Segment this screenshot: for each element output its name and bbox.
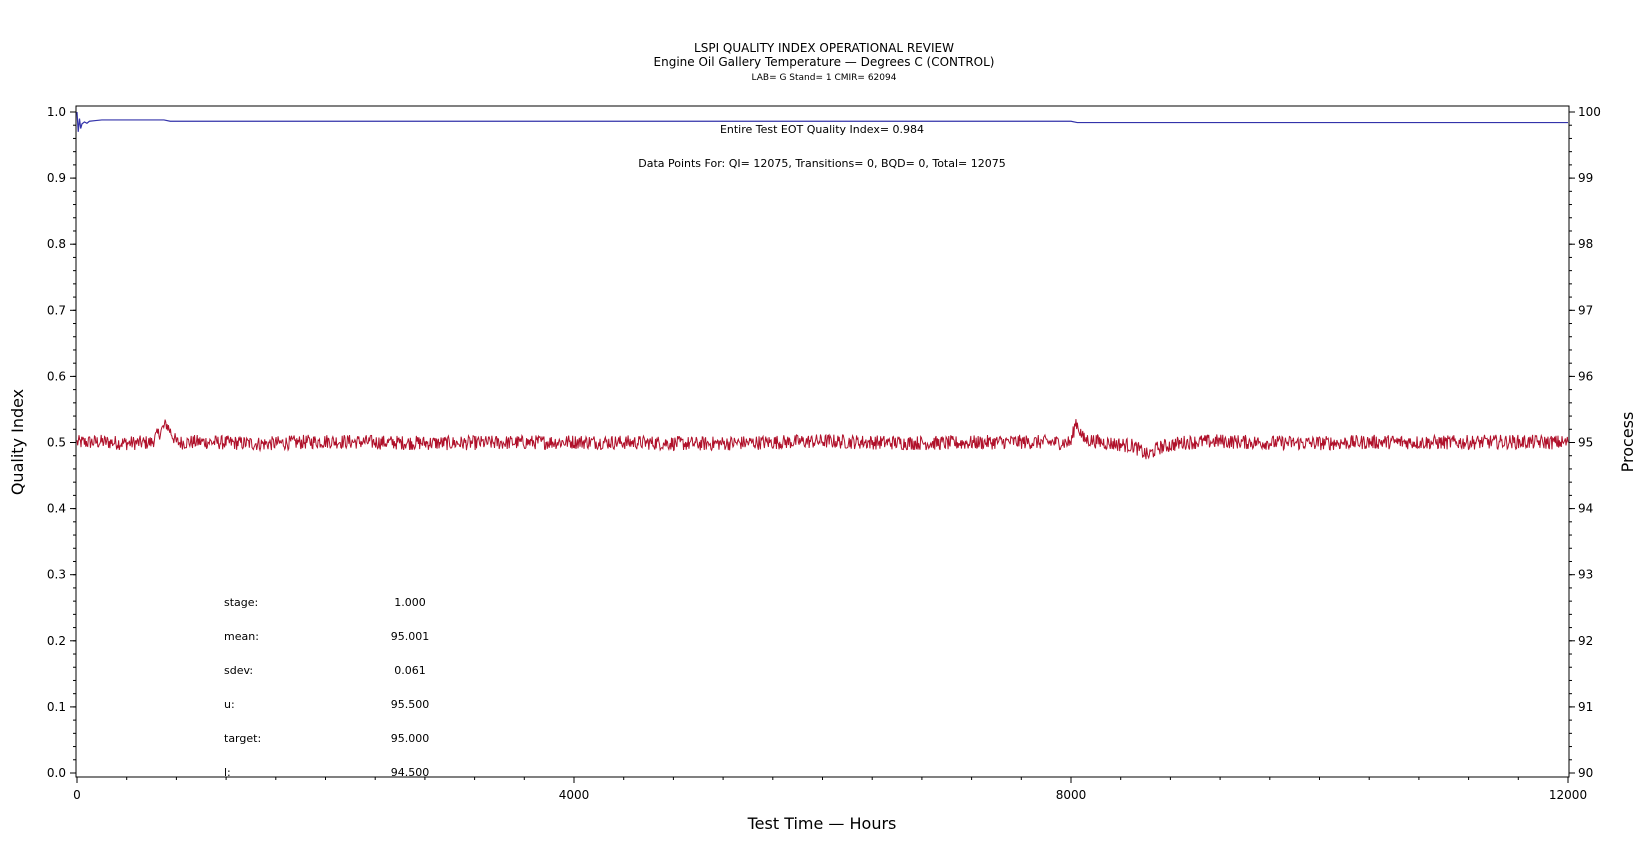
y-right-tick-label: 99 bbox=[1578, 171, 1593, 185]
stat-label: sdev: bbox=[224, 664, 253, 677]
stat-value: 95.000 bbox=[391, 732, 430, 745]
x-tick-label: 0 bbox=[73, 788, 81, 802]
y-right-tick-label: 94 bbox=[1578, 502, 1593, 516]
y-right-tick-label: 92 bbox=[1578, 634, 1593, 648]
stat-label: target: bbox=[224, 732, 261, 745]
stat-label: mean: bbox=[224, 630, 259, 643]
x-tick-label: 12000 bbox=[1549, 788, 1587, 802]
stat-label: u: bbox=[224, 698, 235, 711]
y-right-tick-label: 98 bbox=[1578, 237, 1593, 251]
y-left-tick-label: 0.0 bbox=[47, 766, 66, 780]
y-left-tick-label: 0.8 bbox=[47, 237, 66, 251]
y-right-tick-label: 95 bbox=[1578, 436, 1593, 450]
y-left-tick-label: 0.4 bbox=[47, 502, 66, 516]
y-left-tick-label: 1.0 bbox=[47, 105, 66, 119]
chart-subsubtitle: LAB= G Stand= 1 CMIR= 62094 bbox=[752, 73, 897, 83]
y-left-tick-label: 0.6 bbox=[47, 369, 66, 383]
y-left-tick-label: 0.9 bbox=[47, 171, 66, 185]
data-points-annotation: Data Points For: QI= 12075, Transitions=… bbox=[638, 157, 1006, 170]
stat-label: stage: bbox=[224, 596, 258, 609]
y-right-tick-label: 93 bbox=[1578, 568, 1593, 582]
y-left-tick-label: 0.2 bbox=[47, 634, 66, 648]
qi-annotation: Entire Test EOT Quality Index= 0.984 bbox=[720, 123, 924, 136]
y-left-tick-label: 0.5 bbox=[47, 436, 66, 450]
y-right-tick-label: 97 bbox=[1578, 303, 1593, 317]
stats-block: stage: 1.000 mean: 95.001 sdev: 0.061 u: 95.500… bbox=[224, 596, 429, 779]
series-layer bbox=[76, 111, 1569, 460]
x-axis-label: Test Time — Hours bbox=[747, 814, 897, 833]
x-tick-label: 8000 bbox=[1056, 788, 1087, 802]
stat-value: 0.061 bbox=[394, 664, 426, 677]
x-tick-label: 4000 bbox=[559, 788, 590, 802]
stat-value: 94.500 bbox=[391, 766, 430, 779]
y-left-tick-label: 0.7 bbox=[47, 303, 66, 317]
series-line-process bbox=[76, 419, 1569, 460]
stat-value: 95.001 bbox=[391, 630, 430, 643]
y-right-tick-label: 91 bbox=[1578, 700, 1593, 714]
series-line-quality-index bbox=[76, 111, 1568, 132]
stat-value: 95.500 bbox=[391, 698, 430, 711]
stat-label: l: bbox=[224, 766, 231, 779]
y-right-tick-label: 100 bbox=[1578, 105, 1601, 119]
y-axis-label-right: Process bbox=[1618, 412, 1637, 473]
y-axis-label-left: Quality Index bbox=[8, 389, 27, 495]
y-left-tick-label: 0.3 bbox=[47, 568, 66, 582]
chart-subtitle: Engine Oil Gallery Temperature — Degrees… bbox=[654, 55, 995, 69]
y-right-tick-label: 90 bbox=[1578, 766, 1593, 780]
axis-ticks: 0.0 0.1 0.2 0.3 0.4 0.5 0.6 0.7 0.8 0.9 1.0 90 91 92 9… bbox=[47, 105, 1601, 802]
chart-title: LSPI QUALITY INDEX OPERATIONAL REVIEW bbox=[694, 41, 954, 55]
y-left-tick-label: 0.1 bbox=[47, 700, 66, 714]
y-right-tick-label: 96 bbox=[1578, 369, 1593, 383]
stat-value: 1.000 bbox=[394, 596, 426, 609]
